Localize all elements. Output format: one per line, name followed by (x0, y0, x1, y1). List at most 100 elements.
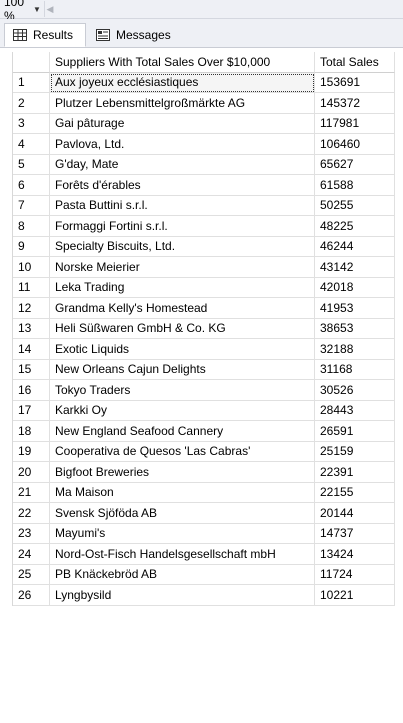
column-header-total-sales[interactable]: Total Sales (315, 52, 395, 73)
total-sales-cell[interactable]: 31168 (315, 359, 395, 380)
supplier-cell[interactable]: Gai pâturage (50, 113, 315, 134)
supplier-cell[interactable]: G'day, Mate (50, 154, 315, 175)
row-number-cell[interactable]: 22 (13, 503, 50, 524)
total-sales-cell[interactable]: 106460 (315, 134, 395, 155)
row-number-cell[interactable]: 3 (13, 113, 50, 134)
total-sales-cell[interactable]: 11724 (315, 564, 395, 585)
table-row[interactable]: 6 Forêts d'érables 61588 (13, 175, 395, 196)
row-number-cell[interactable]: 21 (13, 482, 50, 503)
total-sales-cell[interactable]: 50255 (315, 195, 395, 216)
table-row[interactable]: 13 Heli Süßwaren GmbH & Co. KG 38653 (13, 318, 395, 339)
supplier-cell[interactable]: PB Knäckebröd AB (50, 564, 315, 585)
chevron-down-icon[interactable]: ▼ (33, 4, 41, 14)
table-row[interactable]: 12 Grandma Kelly's Homestead 41953 (13, 298, 395, 319)
supplier-cell[interactable]: Leka Trading (50, 277, 315, 298)
table-row[interactable]: 9 Specialty Biscuits, Ltd. 46244 (13, 236, 395, 257)
row-number-cell[interactable]: 13 (13, 318, 50, 339)
row-number-cell[interactable]: 2 (13, 93, 50, 114)
supplier-cell[interactable]: Formaggi Fortini s.r.l. (50, 216, 315, 237)
total-sales-cell[interactable]: 20144 (315, 503, 395, 524)
table-row[interactable]: 10 Norske Meierier 43142 (13, 257, 395, 278)
table-row[interactable]: 11 Leka Trading 42018 (13, 277, 395, 298)
supplier-cell[interactable]: Heli Süßwaren GmbH & Co. KG (50, 318, 315, 339)
supplier-cell[interactable]: Grandma Kelly's Homestead (50, 298, 315, 319)
supplier-cell[interactable]: Karkki Oy (50, 400, 315, 421)
row-number-cell[interactable]: 25 (13, 564, 50, 585)
table-row[interactable]: 1 Aux joyeux ecclésiastiques 153691 (13, 72, 395, 93)
tab-results[interactable]: Results (4, 23, 86, 47)
total-sales-cell[interactable]: 61588 (315, 175, 395, 196)
supplier-cell[interactable]: Mayumi's (50, 523, 315, 544)
supplier-cell[interactable]: Ma Maison (50, 482, 315, 503)
table-row[interactable]: 2 Plutzer Lebensmittelgroßmärkte AG 145372 (13, 93, 395, 114)
supplier-cell[interactable]: Bigfoot Breweries (50, 462, 315, 483)
table-row[interactable]: 8 Formaggi Fortini s.r.l. 48225 (13, 216, 395, 237)
supplier-cell[interactable]: Svensk Sjöföda AB (50, 503, 315, 524)
total-sales-cell[interactable]: 42018 (315, 277, 395, 298)
results-grid[interactable]: Suppliers With Total Sales Over $10,000 … (4, 50, 403, 723)
table-row[interactable]: 3 Gai pâturage 117981 (13, 113, 395, 134)
supplier-cell[interactable]: Cooperativa de Quesos 'Las Cabras' (50, 441, 315, 462)
total-sales-cell[interactable]: 65627 (315, 154, 395, 175)
row-number-cell[interactable]: 20 (13, 462, 50, 483)
table-row[interactable]: 5 G'day, Mate 65627 (13, 154, 395, 175)
supplier-cell[interactable]: Pavlova, Ltd. (50, 134, 315, 155)
total-sales-cell[interactable]: 145372 (315, 93, 395, 114)
supplier-cell[interactable]: Exotic Liquids (50, 339, 315, 360)
supplier-cell[interactable]: Aux joyeux ecclésiastiques (50, 72, 315, 93)
supplier-cell[interactable]: Lyngbysild (50, 585, 315, 606)
total-sales-cell[interactable]: 38653 (315, 318, 395, 339)
row-number-cell[interactable]: 5 (13, 154, 50, 175)
row-number-cell[interactable]: 10 (13, 257, 50, 278)
total-sales-cell[interactable]: 14737 (315, 523, 395, 544)
table-row[interactable]: 17 Karkki Oy 28443 (13, 400, 395, 421)
table-row[interactable]: 23 Mayumi's 14737 (13, 523, 395, 544)
supplier-cell[interactable]: Specialty Biscuits, Ltd. (50, 236, 315, 257)
total-sales-cell[interactable]: 30526 (315, 380, 395, 401)
row-number-cell[interactable]: 9 (13, 236, 50, 257)
total-sales-cell[interactable]: 26591 (315, 421, 395, 442)
column-header-suppliers[interactable]: Suppliers With Total Sales Over $10,000 (50, 52, 315, 73)
row-number-cell[interactable]: 14 (13, 339, 50, 360)
supplier-cell[interactable]: Plutzer Lebensmittelgroßmärkte AG (50, 93, 315, 114)
table-row[interactable]: 24 Nord-Ost-Fisch Handelsgesellschaft mbH… (13, 544, 395, 565)
total-sales-cell[interactable]: 41953 (315, 298, 395, 319)
table-row[interactable]: 26 Lyngbysild 10221 (13, 585, 395, 606)
table-row[interactable]: 4 Pavlova, Ltd. 106460 (13, 134, 395, 155)
row-number-cell[interactable]: 8 (13, 216, 50, 237)
table-row[interactable]: 22 Svensk Sjöföda AB 20144 (13, 503, 395, 524)
supplier-cell[interactable]: New Orleans Cajun Delights (50, 359, 315, 380)
row-number-cell[interactable]: 16 (13, 380, 50, 401)
zoom-dropdown[interactable]: 100 % ▼ (2, 0, 42, 23)
total-sales-cell[interactable]: 22391 (315, 462, 395, 483)
total-sales-cell[interactable]: 43142 (315, 257, 395, 278)
row-number-cell[interactable]: 12 (13, 298, 50, 319)
row-number-cell[interactable]: 26 (13, 585, 50, 606)
row-number-cell[interactable]: 24 (13, 544, 50, 565)
supplier-cell[interactable]: Nord-Ost-Fisch Handelsgesellschaft mbH (50, 544, 315, 565)
row-number-cell[interactable]: 6 (13, 175, 50, 196)
row-number-cell[interactable]: 7 (13, 195, 50, 216)
row-number-cell[interactable]: 19 (13, 441, 50, 462)
row-number-header[interactable] (13, 52, 50, 73)
total-sales-cell[interactable]: 153691 (315, 72, 395, 93)
row-number-cell[interactable]: 17 (13, 400, 50, 421)
supplier-cell[interactable]: Forêts d'érables (50, 175, 315, 196)
row-number-cell[interactable]: 23 (13, 523, 50, 544)
supplier-cell[interactable]: Pasta Buttini s.r.l. (50, 195, 315, 216)
row-number-cell[interactable]: 11 (13, 277, 50, 298)
table-row[interactable]: 20 Bigfoot Breweries 22391 (13, 462, 395, 483)
table-row[interactable]: 7 Pasta Buttini s.r.l. 50255 (13, 195, 395, 216)
table-row[interactable]: 25 PB Knäckebröd AB 11724 (13, 564, 395, 585)
table-row[interactable]: 14 Exotic Liquids 32188 (13, 339, 395, 360)
total-sales-cell[interactable]: 28443 (315, 400, 395, 421)
table-row[interactable]: 19 Cooperativa de Quesos 'Las Cabras' 2515… (13, 441, 395, 462)
total-sales-cell[interactable]: 10221 (315, 585, 395, 606)
row-number-cell[interactable]: 15 (13, 359, 50, 380)
supplier-cell[interactable]: Norske Meierier (50, 257, 315, 278)
row-number-cell[interactable]: 18 (13, 421, 50, 442)
supplier-cell[interactable]: New England Seafood Cannery (50, 421, 315, 442)
total-sales-cell[interactable]: 25159 (315, 441, 395, 462)
table-row[interactable]: 21 Ma Maison 22155 (13, 482, 395, 503)
table-row[interactable]: 16 Tokyo Traders 30526 (13, 380, 395, 401)
